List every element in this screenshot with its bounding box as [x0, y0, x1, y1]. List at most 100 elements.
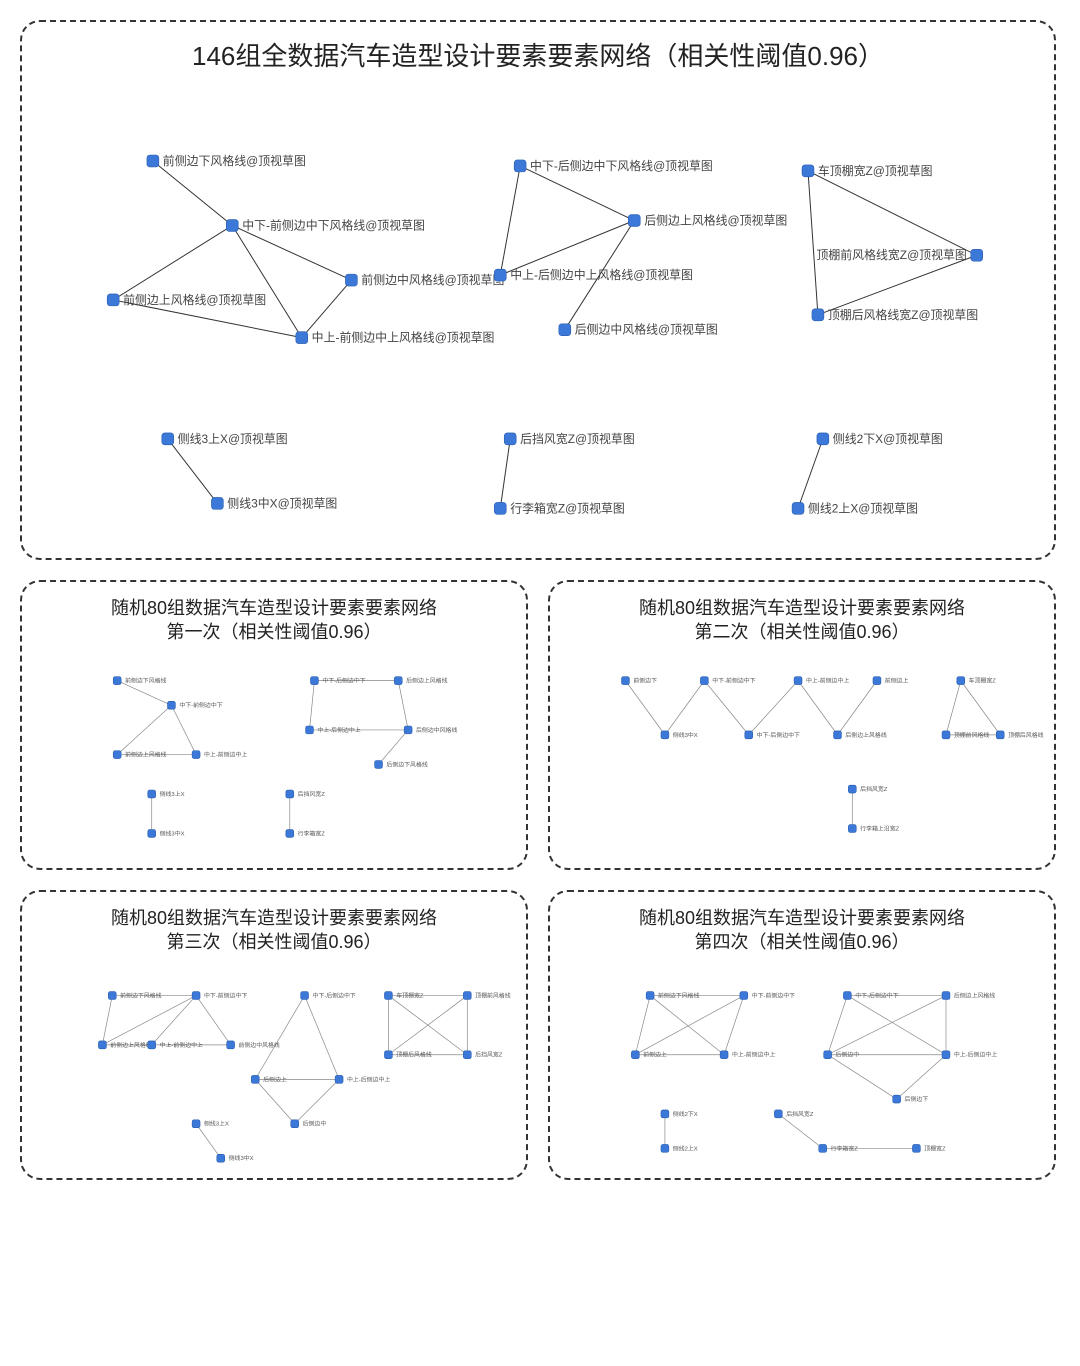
network-node-label: 侧线2上X@顶视草图	[808, 501, 918, 515]
network-edge	[961, 681, 1000, 735]
network-node-label: 顶棚后风格线宽Z@顶视草图	[828, 308, 978, 322]
network-node-label: 顶棚前风格线	[954, 731, 990, 739]
network-node	[192, 1120, 200, 1128]
network-node	[824, 1051, 832, 1059]
network-node-label: 行李箱宽Z	[298, 829, 326, 837]
network-node-label: 侧线3中X	[673, 731, 698, 739]
network-node	[700, 677, 708, 685]
network-node-label: 中下-前侧边中下	[712, 677, 755, 685]
network-edge	[379, 730, 409, 765]
network-node-label: 后侧边中风格线@顶视草图	[575, 323, 718, 337]
network-node	[646, 992, 654, 1000]
network-edge	[153, 161, 232, 226]
network-node	[192, 992, 200, 1000]
network-node	[384, 992, 392, 1000]
network-node	[463, 992, 471, 1000]
network-node	[661, 731, 669, 739]
network-node	[740, 992, 748, 1000]
network-edge	[295, 1079, 339, 1123]
network-edge	[847, 996, 946, 1055]
network-node	[834, 731, 842, 739]
network-node	[631, 1051, 639, 1059]
network-node	[310, 677, 318, 685]
network-node	[167, 701, 175, 709]
panel-3-graph: 前侧边下风格线中下-前侧边中下前侧边上风格线中上-前侧边中上前侧边中风格线中下-…	[22, 892, 526, 1178]
network-node-label: 前侧边中风格线@顶视草图	[361, 273, 504, 287]
network-node-label: 车顶棚宽Z	[396, 992, 424, 1000]
network-node-label: 前侧边中风格线	[238, 1041, 279, 1049]
network-node	[848, 825, 856, 833]
network-node	[720, 1051, 728, 1059]
network-edge	[232, 225, 301, 337]
network-edge	[255, 996, 304, 1080]
network-node	[384, 1051, 392, 1059]
network-edge	[749, 681, 798, 735]
network-node	[848, 785, 856, 793]
network-edge	[500, 439, 510, 508]
network-node-label: 中下-后侧边中下风格线@顶视草图	[530, 159, 713, 173]
network-node-label: 侧线3中X	[229, 1154, 254, 1162]
network-node	[817, 433, 829, 445]
network-node	[227, 1041, 235, 1049]
network-edge	[798, 439, 823, 508]
network-node	[98, 1041, 106, 1049]
network-node-label: 中下-前侧边中下	[179, 701, 222, 709]
network-node	[147, 155, 159, 167]
network-node	[162, 433, 174, 445]
network-node	[217, 1154, 225, 1162]
network-edge	[808, 171, 977, 255]
network-edge	[171, 705, 196, 754]
network-node	[628, 215, 640, 227]
network-node-label: 后挡风宽Z	[298, 790, 326, 798]
panel-1: 随机80组数据汽车造型设计要素要素网络第一次（相关性阈值0.96） 前侧边下风格…	[20, 580, 528, 870]
panel-4: 随机80组数据汽车造型设计要素要素网络第四次（相关性阈值0.96） 前侧边下风格…	[548, 890, 1056, 1180]
network-node-label: 后挡风宽Z	[860, 785, 888, 793]
network-edge	[520, 166, 634, 221]
network-node	[296, 332, 308, 344]
network-edge	[828, 996, 848, 1055]
network-node-label: 前侧边下风格线	[658, 992, 699, 1000]
network-node	[794, 677, 802, 685]
network-node-label: 后侧边上风格线	[406, 677, 447, 685]
network-node	[306, 726, 314, 734]
network-edge	[302, 280, 352, 338]
network-node	[792, 502, 804, 514]
network-node	[192, 751, 200, 759]
network-node-label: 后侧边中风格线	[416, 726, 457, 734]
network-edge	[778, 1114, 822, 1149]
network-node-label: 行李箱宽Z	[831, 1144, 859, 1152]
network-node-label: 后挡风宽Z@顶视草图	[520, 432, 635, 446]
network-node-label: 后侧边上风格线	[954, 992, 995, 1000]
network-node-label: 中下-后侧边中下	[312, 992, 355, 1000]
network-node-label: 侧线3上X	[160, 790, 185, 798]
network-node	[996, 731, 1004, 739]
network-node	[971, 249, 983, 261]
network-node-label: 中下-后侧边中下	[322, 677, 365, 685]
network-node-label: 顶棚前风格线	[475, 992, 511, 1000]
network-edge	[838, 681, 877, 735]
network-node-label: 侧线3上X	[204, 1120, 229, 1128]
small-panels-row-2: 随机80组数据汽车造型设计要素要素网络第三次（相关性阈值0.96） 前侧边下风格…	[20, 890, 1060, 1180]
network-edge	[196, 996, 231, 1045]
main-network-graph: 前侧边下风格线@顶视草图中下-前侧边中下风格线@顶视草图前侧边上风格线@顶视草图…	[22, 22, 1054, 558]
network-node	[463, 1051, 471, 1059]
network-node	[661, 1110, 669, 1118]
network-node-label: 中上-前侧边中上	[806, 677, 849, 685]
network-node	[335, 1075, 343, 1083]
network-edge	[102, 996, 112, 1045]
network-node	[843, 992, 851, 1000]
network-node	[404, 726, 412, 734]
network-node-label: 顶棚前风格线宽Z@顶视草图	[816, 248, 966, 262]
network-edge	[232, 225, 351, 280]
network-node	[873, 677, 881, 685]
network-node	[942, 1051, 950, 1059]
network-edge	[828, 996, 946, 1055]
network-node-label: 侧线2上X	[673, 1144, 698, 1152]
panel-2: 随机80组数据汽车造型设计要素要素网络第二次（相关性阈值0.96） 前侧边下中下…	[548, 580, 1056, 870]
network-edge	[500, 166, 520, 275]
network-node	[148, 790, 156, 798]
network-node	[942, 992, 950, 1000]
network-edge	[828, 1055, 897, 1099]
network-node-label: 行李箱宽Z@顶视草图	[510, 501, 625, 515]
network-node-label: 侧线3中X@顶视草图	[227, 496, 337, 510]
